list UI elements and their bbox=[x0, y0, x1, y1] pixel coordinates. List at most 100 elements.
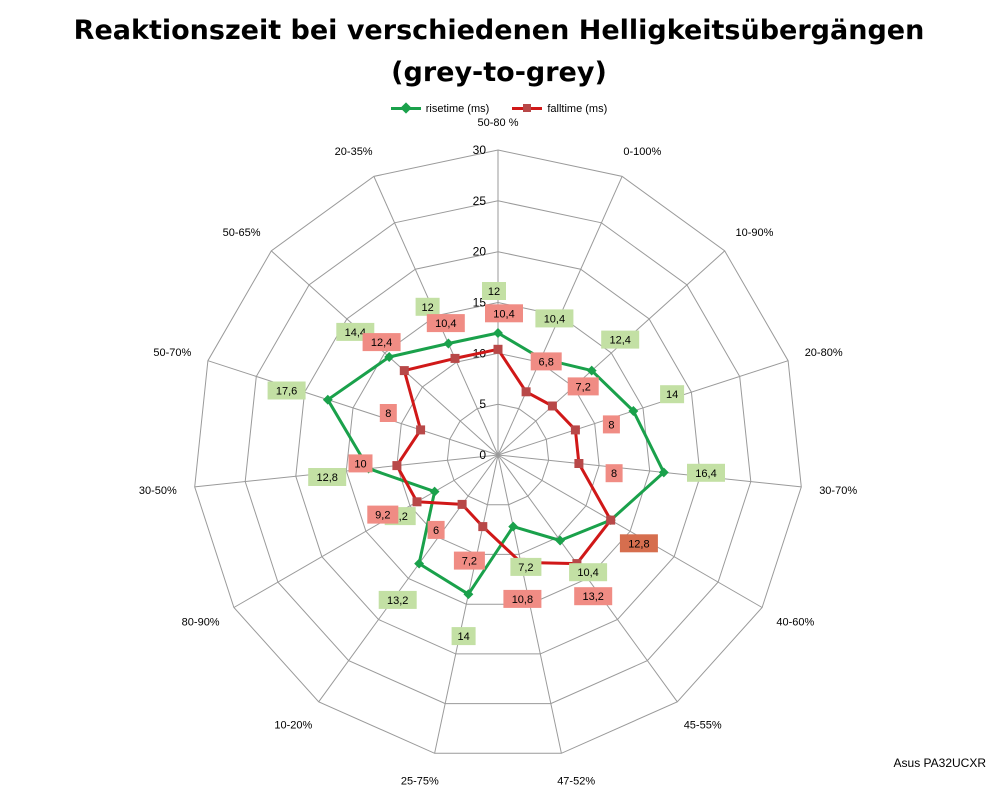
rise-data-label: 12,8 bbox=[316, 472, 337, 484]
rise-point bbox=[508, 521, 519, 532]
fall-data-label: 10 bbox=[354, 458, 366, 470]
chart-title: Reaktionszeit bei verschiedenen Helligke… bbox=[0, 10, 998, 94]
fall-data-label: 8 bbox=[608, 419, 614, 431]
rise-data-label-box bbox=[451, 627, 476, 646]
rise-point bbox=[555, 535, 566, 546]
rise-data-label: 14,4 bbox=[345, 327, 366, 339]
fall-data-label: 10,8 bbox=[512, 594, 533, 606]
fall-data-label-box bbox=[362, 333, 401, 352]
rise-data-label: 7,2 bbox=[518, 562, 533, 574]
fall-data-label-box bbox=[567, 377, 599, 396]
rise-data-label-box bbox=[308, 468, 347, 486]
rise-data-label-box bbox=[601, 330, 640, 349]
fall-data-label-box bbox=[426, 314, 465, 333]
fall-data-label: 12,4 bbox=[371, 337, 392, 349]
source-note: Asus PA32UCXR bbox=[893, 756, 986, 770]
fall-data-label: 7,2 bbox=[462, 556, 477, 568]
category-label: 20-80% bbox=[805, 347, 843, 359]
rise-data-label-box bbox=[569, 563, 608, 582]
chart-title-line-2: (grey-to-grey) bbox=[391, 57, 607, 88]
rise-data-label: 14 bbox=[666, 389, 678, 401]
fall-point bbox=[606, 515, 616, 525]
legend: risetime (ms) falltime (ms) bbox=[0, 101, 998, 115]
grid-ring bbox=[396, 352, 600, 555]
chart-title-line-1: Reaktionszeit bei verschiedenen Helligke… bbox=[73, 15, 925, 46]
rise-data-label-box bbox=[267, 381, 306, 400]
category-label: 25-75% bbox=[401, 776, 439, 786]
rise-data-label: 12,4 bbox=[609, 335, 630, 347]
fall-point bbox=[574, 459, 584, 468]
fall-data-label: 10,4 bbox=[435, 318, 456, 330]
grid-ring bbox=[446, 403, 550, 506]
rise-point bbox=[322, 394, 333, 405]
fall-point bbox=[478, 522, 488, 532]
legend-rise-line-icon bbox=[390, 102, 421, 114]
rise-data-label: 13,2 bbox=[387, 595, 408, 607]
grid-spoke bbox=[270, 250, 499, 456]
category-label: 50-80 % bbox=[478, 117, 519, 129]
grid-ring bbox=[244, 200, 752, 705]
grid-ring bbox=[295, 251, 701, 655]
rise-data-label-box bbox=[482, 282, 506, 300]
rise-point bbox=[443, 338, 454, 349]
tick-label: 0 bbox=[479, 448, 486, 462]
category-label: 30-50% bbox=[139, 485, 177, 497]
fall-data-label: 10,4 bbox=[493, 308, 514, 320]
fall-data-label-box bbox=[574, 587, 613, 606]
fall-data-label: 6 bbox=[433, 525, 439, 537]
fall-data-label-box bbox=[619, 534, 658, 553]
category-label: 80-90% bbox=[182, 617, 220, 629]
rise-series-line bbox=[326, 331, 666, 596]
rise-data-label-box bbox=[660, 385, 685, 404]
grid-spoke bbox=[497, 250, 726, 456]
grid-spoke bbox=[207, 360, 499, 456]
rise-point bbox=[414, 558, 425, 569]
fall-data-label: 9,2 bbox=[375, 510, 390, 522]
fall-data-label-box bbox=[530, 352, 562, 371]
fall-data-label-box bbox=[485, 304, 523, 323]
fall-data-label-box bbox=[367, 505, 399, 524]
rise-data-label: 12 bbox=[421, 302, 433, 314]
grid-ring bbox=[345, 301, 651, 605]
fall-point bbox=[570, 425, 580, 435]
category-label: 45-55% bbox=[684, 719, 722, 731]
rise-data-label: 10,4 bbox=[577, 567, 598, 579]
grid-spoke bbox=[497, 454, 802, 488]
rise-data-label: 14 bbox=[457, 631, 469, 643]
fall-data-label-box bbox=[605, 464, 623, 483]
rise-data-label-box bbox=[415, 297, 440, 316]
fall-data-label: 12,8 bbox=[628, 538, 649, 550]
fall-data-label: 13,2 bbox=[582, 591, 603, 603]
fall-data-label: 8 bbox=[611, 468, 617, 480]
category-label: 10-90% bbox=[736, 227, 774, 239]
rise-data-label-box bbox=[378, 590, 417, 609]
category-label: 50-70% bbox=[153, 347, 191, 359]
fall-data-label-box bbox=[379, 404, 397, 422]
fall-point bbox=[457, 499, 467, 509]
grid-spoke bbox=[497, 454, 763, 608]
tick-label: 5 bbox=[479, 397, 486, 411]
fall-data-label-box bbox=[503, 589, 542, 608]
tick-label: 20 bbox=[473, 245, 487, 259]
square-marker-icon bbox=[523, 104, 532, 112]
rise-data-label: 17,6 bbox=[276, 386, 297, 398]
rise-data-label-box bbox=[687, 463, 725, 482]
grid-spoke bbox=[318, 454, 499, 703]
grid-spoke bbox=[233, 454, 499, 608]
rise-data-label: 10,4 bbox=[544, 313, 565, 325]
fall-data-label: 6,8 bbox=[539, 356, 554, 368]
rise-point bbox=[628, 406, 639, 416]
fall-point bbox=[412, 497, 422, 507]
fall-data-label: 8 bbox=[385, 408, 391, 420]
rise-point bbox=[384, 352, 395, 362]
fall-point bbox=[416, 425, 426, 435]
category-label: 30-70% bbox=[819, 485, 857, 497]
grid-spoke bbox=[497, 360, 789, 456]
rise-data-label: 16,4 bbox=[695, 468, 716, 480]
rise-data-label-box bbox=[535, 309, 574, 328]
fall-point bbox=[392, 461, 402, 471]
legend-fall-label: falltime (ms) bbox=[547, 102, 608, 115]
fall-data-label-box bbox=[453, 551, 485, 570]
rise-point bbox=[493, 328, 503, 338]
category-label: 20-35% bbox=[335, 146, 373, 158]
